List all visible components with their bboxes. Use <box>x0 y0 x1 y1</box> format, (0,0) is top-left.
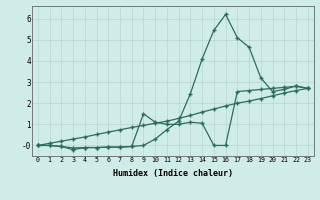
X-axis label: Humidex (Indice chaleur): Humidex (Indice chaleur) <box>113 169 233 178</box>
